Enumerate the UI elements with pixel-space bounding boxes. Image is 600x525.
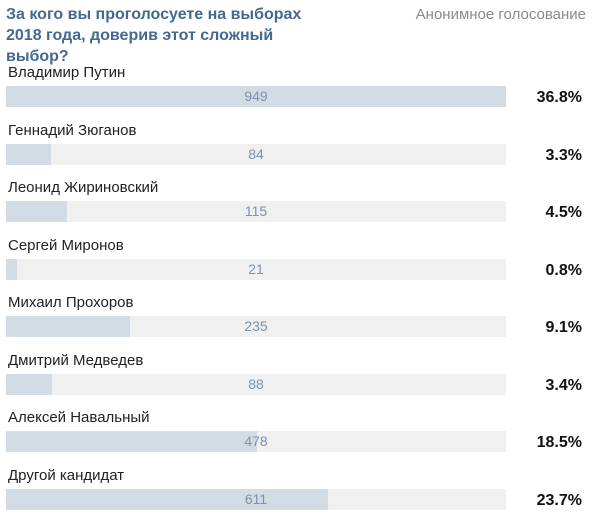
option-label: Другой кандидат: [8, 466, 125, 484]
option-vote-count: 235: [244, 318, 268, 334]
option-bar[interactable]: 84: [6, 143, 506, 165]
poll-option[interactable]: Геннадий Зюганов 84 3.3%: [6, 120, 586, 178]
option-vote-count: 88: [248, 375, 264, 392]
option-percent: 23.7%: [536, 491, 582, 509]
option-bar[interactable]: 949: [6, 86, 506, 107]
option-label: Сергей Миронов: [8, 236, 124, 254]
poll-option[interactable]: Михаил Прохоров 235 9.1%: [6, 292, 586, 350]
option-bar-fill: [6, 488, 328, 510]
option-percent: 18.5%: [536, 434, 582, 451]
option-percent: 36.8%: [536, 89, 582, 106]
option-bar[interactable]: 115: [6, 201, 506, 222]
option-bar-fill: [6, 316, 130, 337]
poll-option[interactable]: Алексей Навальный 478 18.5%: [6, 407, 586, 465]
option-bar-fill: [6, 258, 17, 280]
poll-option[interactable]: Владимир Путин 949 36.8%: [6, 62, 586, 120]
poll-option[interactable]: Леонид Жириновский 115 4.5%: [6, 177, 586, 235]
poll-option[interactable]: Сергей Миронов 21 0.8%: [6, 235, 586, 293]
option-label: Владимир Путин: [8, 64, 126, 81]
option-bar[interactable]: 88: [6, 373, 506, 395]
poll-options: Владимир Путин 949 36.8% Геннадий Зюгано…: [6, 62, 586, 522]
option-bar[interactable]: 235: [6, 316, 506, 337]
option-label: Леонид Жириновский: [8, 179, 159, 196]
option-vote-count: 478: [244, 433, 268, 449]
option-percent: 0.8%: [545, 261, 582, 279]
option-label: Геннадий Зюганов: [8, 121, 137, 139]
option-bar-fill: [6, 201, 68, 222]
poll-type-label: Анонимное голосование: [415, 6, 586, 23]
option-bar[interactable]: 611: [6, 488, 506, 510]
option-vote-count: 949: [244, 88, 268, 104]
poll-header: За кого вы проголосуете на выборах 2018 …: [6, 4, 586, 65]
option-vote-count: 84: [248, 145, 264, 162]
option-vote-count: 611: [244, 490, 268, 507]
option-bar-fill: [6, 143, 51, 165]
option-percent: 4.5%: [545, 204, 582, 221]
poll-option[interactable]: Дмитрий Медведев 88 3.4%: [6, 350, 586, 408]
option-percent: 3.3%: [545, 146, 582, 164]
option-vote-count: 21: [248, 260, 264, 277]
option-bar-fill: [6, 373, 53, 395]
option-bar[interactable]: 21: [6, 258, 506, 280]
option-percent: 9.1%: [545, 319, 582, 336]
option-label: Дмитрий Медведев: [8, 351, 144, 369]
option-vote-count: 115: [244, 203, 268, 219]
poll-question: За кого вы проголосуете на выборах 2018 …: [6, 6, 302, 65]
option-label: Алексей Навальный: [8, 409, 150, 426]
option-label: Михаил Прохоров: [8, 294, 134, 311]
option-bar-fill: [6, 86, 506, 107]
option-bar-fill: [6, 431, 258, 452]
poll-option[interactable]: Другой кандидат 611 23.7%: [6, 465, 586, 523]
option-bar[interactable]: 478: [6, 431, 506, 452]
option-percent: 3.4%: [545, 376, 582, 394]
